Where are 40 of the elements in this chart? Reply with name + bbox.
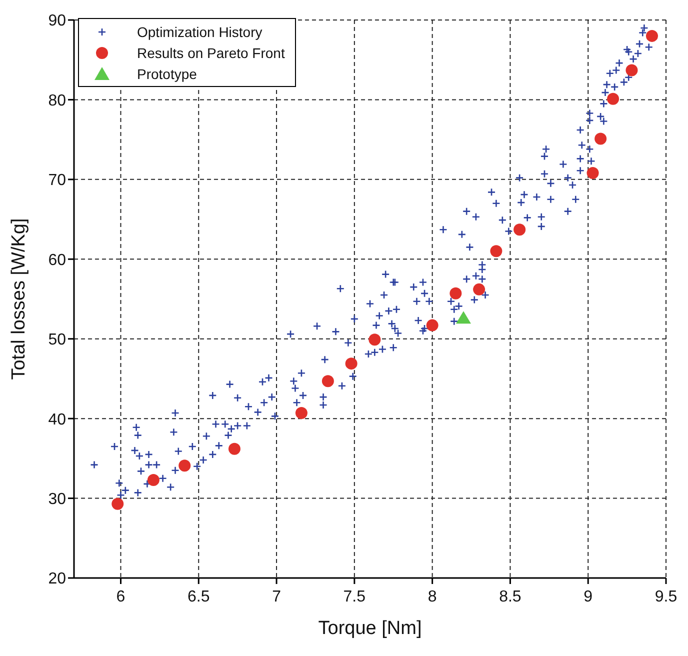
point [456, 311, 471, 324]
y-tick-label: 60 [48, 252, 66, 269]
point [514, 224, 526, 236]
y-tick-label: 90 [48, 12, 66, 30]
point [112, 498, 124, 510]
point [345, 358, 358, 370]
x-tick-label: 7.5 [343, 588, 366, 606]
x-tick-label: 9.5 [654, 588, 678, 606]
x-tick-label: 6.5 [188, 588, 210, 606]
legend-label: Prototype [137, 66, 197, 82]
y-tick-label: 30 [48, 490, 66, 508]
legend-label: Optimization History [137, 24, 262, 40]
point [490, 245, 502, 258]
point [586, 167, 599, 180]
point [368, 334, 381, 346]
point [295, 406, 308, 419]
x-tick-label: 9 [584, 588, 593, 606]
point [178, 460, 191, 472]
x-axis-title: Torque [Nm] [318, 618, 422, 639]
x-tick-label: 8.5 [499, 588, 522, 606]
point [322, 375, 334, 388]
y-tick-label: 50 [48, 332, 66, 349]
point [594, 132, 607, 145]
x-tick-label: 6 [116, 588, 126, 606]
y-tick-label: 80 [48, 92, 66, 110]
point [147, 474, 160, 486]
point [607, 92, 620, 105]
y-tick-label: 70 [48, 172, 66, 190]
point [473, 283, 486, 296]
point [646, 30, 658, 42]
y-tick-label: 20 [48, 570, 66, 588]
point [450, 287, 462, 300]
point [426, 319, 438, 332]
legend-label: Results on Pareto Front [137, 44, 285, 60]
x-tick-label: 8 [428, 588, 437, 606]
point [626, 64, 638, 76]
point [228, 442, 240, 455]
x-tick-label: 7 [272, 588, 282, 606]
y-tick-label: 40 [48, 411, 66, 428]
y-axis-title: Total losses [W/Kg] [8, 218, 30, 380]
